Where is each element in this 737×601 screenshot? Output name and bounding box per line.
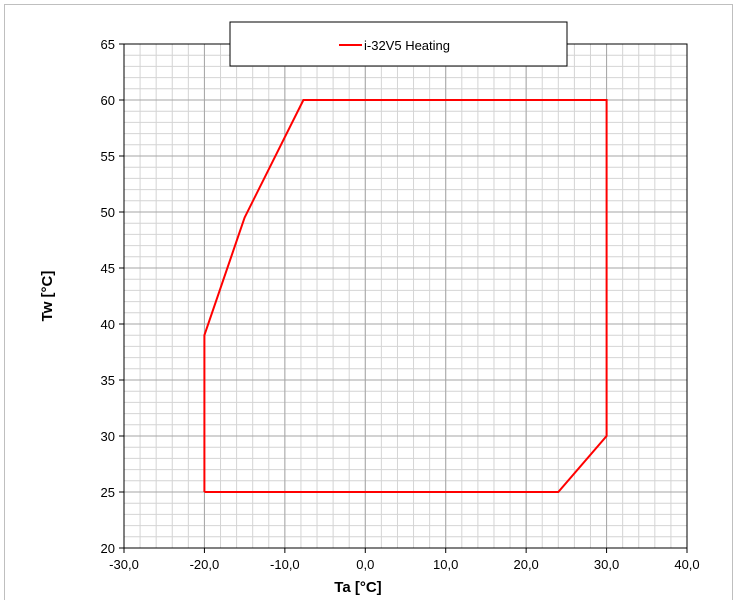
y-tick-label: 25 [101, 485, 115, 500]
y-tick-label: 35 [101, 373, 115, 388]
y-tick-label: 60 [101, 93, 115, 108]
x-tick-label: 40,0 [674, 557, 699, 572]
x-tick-label: -30,0 [109, 557, 139, 572]
y-tick-label: 55 [101, 149, 115, 164]
legend-entry: i-32V5 Heating [364, 38, 450, 53]
x-tick-label: 10,0 [433, 557, 458, 572]
legend: i-32V5 Heating [229, 21, 568, 67]
series-line [203, 99, 608, 493]
y-tick-label: 65 [101, 37, 115, 52]
y-tick-label: 20 [101, 541, 115, 556]
legend-box [229, 21, 568, 67]
series-layer [203, 99, 608, 493]
x-tick-label: -10,0 [270, 557, 300, 572]
grid-minor [123, 43, 688, 549]
y-tick-label: 45 [101, 261, 115, 276]
x-axis-title: Ta [°C] [334, 579, 381, 596]
x-axis-ticks: -30,0 -20,0 -10,0 0,0 10,0 20,0 30,0 40,0 [109, 548, 700, 572]
x-tick-label: -20,0 [190, 557, 220, 572]
x-tick-label: 0,0 [356, 557, 374, 572]
y-tick-label: 40 [101, 317, 115, 332]
x-tick-label: 20,0 [513, 557, 538, 572]
grid-major [123, 43, 688, 549]
y-tick-label: 30 [101, 429, 115, 444]
plot-area-border [123, 43, 688, 549]
y-axis-ticks: 20 25 30 35 40 45 50 55 60 65 [101, 37, 124, 556]
chart-frame [4, 4, 733, 600]
y-axis-title: Tw [°C] [39, 271, 56, 322]
x-tick-label: 30,0 [594, 557, 619, 572]
y-tick-label: 50 [101, 205, 115, 220]
